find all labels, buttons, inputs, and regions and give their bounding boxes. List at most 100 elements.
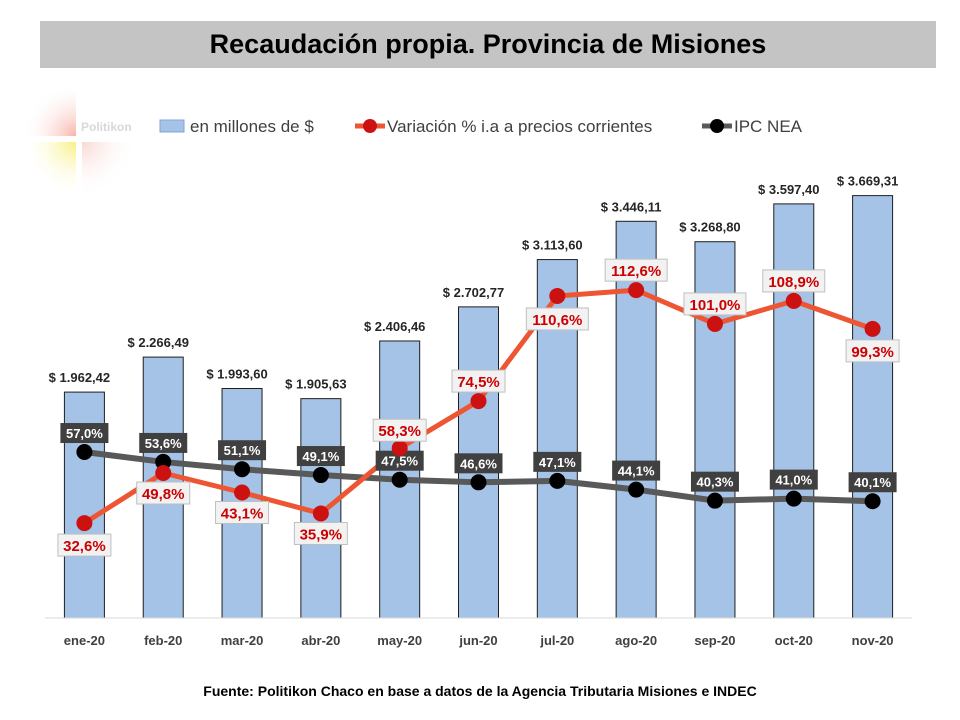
ipc-label-feb-20: 53,6% bbox=[145, 436, 182, 451]
ipc-label-box-ago-20 bbox=[612, 460, 661, 481]
ipc-label-box-feb-20 bbox=[139, 432, 188, 453]
x-tick-jun-20: jun-20 bbox=[458, 633, 497, 648]
x-tick-sep-20: sep-20 bbox=[694, 633, 735, 648]
legend-marker-variation bbox=[363, 119, 377, 133]
ipc-marker-ago-20 bbox=[628, 481, 645, 498]
x-tick-nov-20: nov-20 bbox=[852, 633, 894, 648]
bar-oct-20 bbox=[773, 203, 815, 619]
x-tick-jul-20: jul-20 bbox=[539, 633, 574, 648]
legend: en millones de $ Variación % i.a a precio… bbox=[159, 117, 803, 136]
title-bar: Recaudación propia. Provincia de Misione… bbox=[40, 21, 936, 68]
ipc-marker-nov-20 bbox=[864, 493, 881, 510]
ipc-label-box-ene-20 bbox=[60, 423, 109, 444]
ipc-label-box-nov-20 bbox=[848, 472, 897, 493]
chart-title: Recaudación propia. Provincia de Misione… bbox=[209, 29, 767, 59]
ipc-label-box-jul-20 bbox=[533, 451, 582, 472]
legend-label-variation: Variación % i.a a precios corrientes bbox=[387, 117, 652, 136]
x-tick-ago-20: ago-20 bbox=[615, 633, 657, 648]
variation-label-box-sep-20 bbox=[683, 292, 747, 316]
variation-label-sep-20: 101,0% bbox=[690, 297, 741, 314]
x-tick-ene-20: ene-20 bbox=[64, 633, 105, 648]
variation-label-mar-20: 43,1% bbox=[221, 506, 264, 523]
ipc-marker-mar-20 bbox=[234, 461, 251, 478]
variation-marker-feb-20 bbox=[155, 464, 172, 481]
bar-label-feb-20: $ 2.266,49 bbox=[128, 335, 189, 350]
variation-label-box-ago-20 bbox=[604, 258, 668, 282]
ipc-label-ene-20: 57,0% bbox=[66, 426, 103, 441]
variation-label-box-mar-20 bbox=[215, 501, 270, 525]
bar-label-sep-20: $ 3.268,80 bbox=[679, 220, 740, 235]
source-note: Fuente: Politikon Chaco en base a datos … bbox=[203, 683, 757, 699]
variation-marker-nov-20 bbox=[864, 320, 881, 337]
ipc-marker-abr-20 bbox=[312, 467, 329, 484]
bar-label-jun-20: $ 2.702,77 bbox=[443, 285, 504, 300]
legend-label-bars: en millones de $ bbox=[190, 117, 314, 136]
variation-label-ene-20: 32,6% bbox=[63, 538, 106, 555]
ipc-marker-jun-20 bbox=[470, 474, 487, 491]
ipc-label-ago-20: 44,1% bbox=[618, 464, 655, 479]
variation-marker-sep-20 bbox=[706, 315, 723, 332]
legend-label-ipc: IPC NEA bbox=[734, 117, 803, 136]
variation-label-may-20: 58,3% bbox=[378, 423, 421, 440]
x-tick-feb-20: feb-20 bbox=[144, 633, 182, 648]
ipc-marker-may-20 bbox=[391, 471, 408, 488]
logo-text: Politikon bbox=[81, 120, 132, 134]
variation-label-feb-20: 49,8% bbox=[142, 486, 185, 503]
variation-label-abr-20: 35,9% bbox=[300, 526, 343, 543]
ipc-marker-feb-20 bbox=[155, 453, 172, 470]
variation-marker-oct-20 bbox=[785, 292, 802, 309]
variation-label-box-abr-20 bbox=[293, 521, 348, 545]
variation-label-box-jun-20 bbox=[451, 369, 506, 393]
ipc-label-mar-20: 51,1% bbox=[224, 443, 261, 458]
bar-label-may-20: $ 2.406,46 bbox=[364, 319, 425, 334]
ipc-label-box-mar-20 bbox=[218, 440, 267, 461]
bar-label-ago-20: $ 3.446,11 bbox=[601, 199, 662, 214]
ipc-label-nov-20: 40,1% bbox=[854, 475, 891, 490]
ipc-marker-jul-20 bbox=[549, 472, 566, 489]
ipc-label-jul-20: 47,1% bbox=[539, 455, 576, 470]
variation-marker-jun-20 bbox=[470, 393, 487, 410]
x-tick-mar-20: mar-20 bbox=[221, 633, 264, 648]
x-tick-abr-20: abr-20 bbox=[301, 633, 340, 648]
ipc-label-box-may-20 bbox=[375, 450, 424, 471]
variation-label-jul-20: 110,6% bbox=[532, 312, 582, 329]
ipc-marker-sep-20 bbox=[706, 492, 723, 509]
legend-swatch-bars bbox=[159, 119, 185, 133]
ipc-label-box-oct-20 bbox=[769, 469, 818, 490]
variation-marker-may-20 bbox=[391, 440, 408, 457]
ipc-label-may-20: 47,5% bbox=[381, 454, 418, 469]
politikon-logo-icon bbox=[22, 82, 137, 197]
bar-label-abr-20: $ 1.905,63 bbox=[285, 377, 346, 392]
bar-label-oct-20: $ 3.597,40 bbox=[758, 182, 819, 197]
x-tick-may-20: may-20 bbox=[377, 633, 422, 648]
variation-label-nov-20: 99,3% bbox=[851, 344, 894, 361]
ipc-label-sep-20: 40,3% bbox=[697, 475, 734, 490]
bar-label-ene-20: $ 1.962,42 bbox=[49, 370, 110, 385]
bar-label-jul-20: $ 3.113,60 bbox=[522, 238, 583, 253]
variation-label-box-feb-20 bbox=[136, 481, 191, 505]
variation-marker-ene-20 bbox=[76, 515, 93, 532]
ipc-marker-ene-20 bbox=[76, 444, 93, 461]
variation-label-box-jul-20 bbox=[525, 307, 589, 331]
variation-marker-jul-20 bbox=[549, 287, 566, 304]
variation-label-jun-20: 74,5% bbox=[457, 374, 500, 391]
ipc-label-jun-20: 46,6% bbox=[460, 456, 497, 471]
ipc-label-oct-20: 41,0% bbox=[775, 473, 812, 488]
variation-marker-abr-20 bbox=[312, 505, 329, 522]
bar-label-mar-20: $ 1.993,60 bbox=[206, 367, 267, 382]
variation-label-box-ene-20 bbox=[57, 533, 112, 557]
legend-marker-ipc bbox=[710, 119, 724, 133]
ipc-label-box-abr-20 bbox=[296, 446, 345, 467]
ipc-label-box-sep-20 bbox=[690, 471, 739, 492]
ipc-label-abr-20: 49,1% bbox=[302, 449, 339, 464]
variation-label-box-may-20 bbox=[372, 418, 427, 442]
variation-label-ago-20: 112,6% bbox=[611, 263, 661, 280]
ipc-marker-oct-20 bbox=[785, 490, 802, 507]
x-tick-oct-20: oct-20 bbox=[775, 633, 813, 648]
variation-label-oct-20: 108,9% bbox=[768, 274, 819, 291]
variation-marker-ago-20 bbox=[628, 282, 645, 299]
variation-label-box-oct-20 bbox=[762, 269, 826, 293]
bar-nov-20 bbox=[852, 195, 894, 619]
variation-label-box-nov-20 bbox=[845, 339, 900, 363]
